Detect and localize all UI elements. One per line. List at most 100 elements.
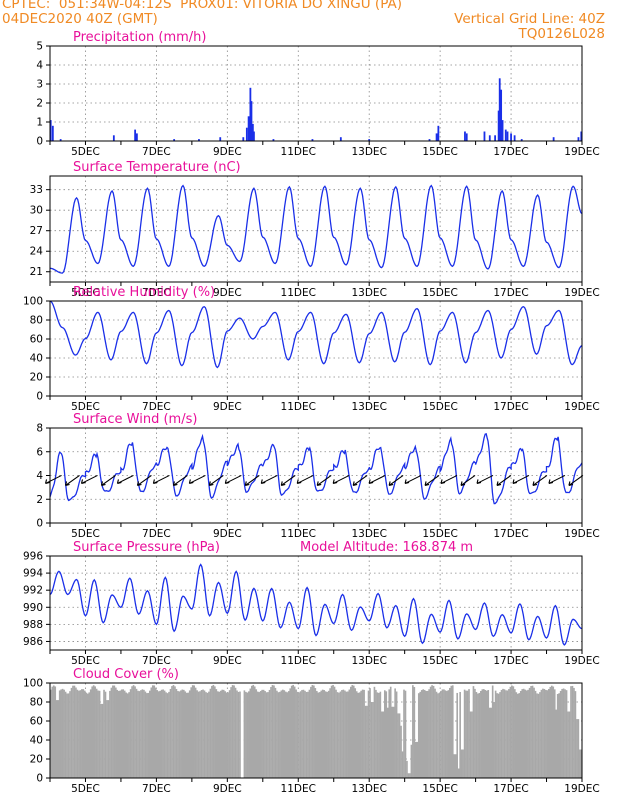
x-tick-label: 7DEC bbox=[142, 783, 171, 795]
cloud-bar bbox=[132, 685, 135, 778]
cloud-bar bbox=[305, 691, 308, 778]
x-tick-label: 13DEC bbox=[351, 401, 386, 413]
wind-vector bbox=[316, 474, 332, 486]
x-tick-label: 7DEC bbox=[142, 287, 171, 299]
precip-bar bbox=[497, 110, 500, 141]
cloud-bar bbox=[221, 689, 224, 778]
cloud-bar bbox=[580, 749, 583, 778]
wind-vector-head bbox=[548, 479, 554, 484]
x-tick-label: 19DEC bbox=[564, 655, 599, 667]
x-tick-label: 11DEC bbox=[281, 528, 316, 540]
wind-vector-head bbox=[244, 481, 250, 486]
precip-bar bbox=[219, 137, 222, 141]
cloud-bar bbox=[457, 768, 460, 778]
cloud-bar bbox=[149, 690, 151, 778]
cloud-bar bbox=[174, 686, 176, 778]
cloud-bar bbox=[197, 691, 200, 778]
cloud-bar bbox=[52, 685, 55, 778]
cloud-bar bbox=[75, 687, 77, 778]
x-tick-label: 15DEC bbox=[422, 528, 457, 540]
cloud-bar bbox=[381, 711, 383, 778]
cloud-bar bbox=[410, 744, 413, 778]
cloud-bar bbox=[252, 684, 255, 778]
cloud-bar bbox=[64, 691, 67, 778]
cloud-bar bbox=[97, 690, 99, 778]
cloud-bar bbox=[162, 689, 164, 778]
cloud-bar bbox=[92, 685, 95, 778]
y-tick-label: 8 bbox=[36, 423, 43, 435]
wind-vector bbox=[225, 474, 242, 484]
cloud-bar bbox=[283, 690, 286, 778]
cloud-bar bbox=[261, 689, 263, 778]
cloud-bar bbox=[200, 690, 203, 778]
cloud-bar bbox=[209, 688, 212, 778]
wind-vector-head bbox=[352, 481, 358, 486]
cloud-bar bbox=[134, 686, 136, 778]
cloud-bar bbox=[129, 689, 132, 778]
cloud-bar bbox=[512, 686, 515, 778]
cloud-bar bbox=[169, 688, 172, 778]
wind-vector-head bbox=[64, 481, 70, 486]
cloud-bar bbox=[175, 688, 178, 778]
x-tick-label: 15DEC bbox=[422, 401, 457, 413]
y-tick-label: 24 bbox=[30, 246, 44, 258]
cloud-bar bbox=[468, 689, 470, 778]
cloud-bar bbox=[57, 700, 60, 778]
cloud-bar bbox=[250, 685, 253, 778]
cloud-bar bbox=[86, 693, 89, 778]
cloud-bar bbox=[119, 690, 122, 778]
cloud-bar bbox=[333, 686, 336, 778]
y-tick-label: 40 bbox=[30, 735, 43, 747]
panel-title: Cloud Cover (%) bbox=[73, 667, 179, 682]
cloud-bar bbox=[54, 686, 57, 778]
precip-bar bbox=[59, 139, 62, 141]
x-tick-label: 9DEC bbox=[213, 287, 242, 299]
precip-bar bbox=[112, 135, 115, 141]
cloud-bar bbox=[487, 690, 490, 778]
cloud-bar bbox=[185, 692, 188, 778]
cloud-bar bbox=[576, 719, 578, 778]
cloud-bar bbox=[429, 686, 432, 778]
cloud-bar bbox=[151, 685, 154, 778]
cloud-bar bbox=[548, 688, 550, 778]
cloud-bar bbox=[100, 703, 102, 778]
x-tick-label: 17DEC bbox=[493, 655, 528, 667]
precip-bar bbox=[494, 135, 497, 141]
cloud-bar bbox=[453, 754, 456, 778]
cloud-bar bbox=[401, 751, 404, 778]
cloud-bar bbox=[341, 690, 343, 778]
cloud-bar bbox=[289, 688, 292, 778]
precip-bar bbox=[247, 116, 250, 141]
cloud-bar bbox=[324, 691, 327, 778]
cloud-bar bbox=[157, 691, 160, 778]
precip-bar bbox=[368, 139, 371, 141]
cloud-bar bbox=[482, 689, 485, 778]
precip-bar bbox=[253, 131, 255, 141]
header-station: CPTEC: 051:34W-04:12S PROX01: VITORIA DO… bbox=[2, 0, 402, 12]
x-tick-label: 13DEC bbox=[351, 783, 386, 795]
cloud-bar bbox=[493, 702, 495, 778]
cloud-bar bbox=[313, 685, 315, 778]
cloud-bar bbox=[259, 691, 262, 778]
cloud-bar bbox=[451, 685, 454, 778]
cloud-bar bbox=[404, 690, 407, 778]
cloud-bar bbox=[222, 689, 225, 778]
wind-vector-head bbox=[316, 481, 322, 486]
x-tick-label: 13DEC bbox=[351, 528, 386, 540]
x-tick-label: 11DEC bbox=[281, 146, 316, 158]
cloud-bar bbox=[243, 690, 246, 778]
cloud-bar bbox=[304, 690, 306, 778]
cloud-bar bbox=[218, 691, 221, 778]
cloud-bar bbox=[533, 687, 535, 778]
cloud-bar bbox=[431, 685, 433, 778]
cloud-bar bbox=[375, 689, 377, 778]
cloud-bar bbox=[378, 692, 380, 778]
cloud-bar bbox=[82, 689, 85, 778]
wind-vector-head bbox=[100, 481, 106, 486]
cloud-bar bbox=[454, 754, 457, 778]
cloud-bar bbox=[177, 691, 179, 778]
wind-vector bbox=[496, 474, 512, 486]
cloud-bar bbox=[419, 691, 422, 778]
cloud-bar bbox=[339, 691, 342, 778]
cloud-bar bbox=[293, 686, 296, 778]
